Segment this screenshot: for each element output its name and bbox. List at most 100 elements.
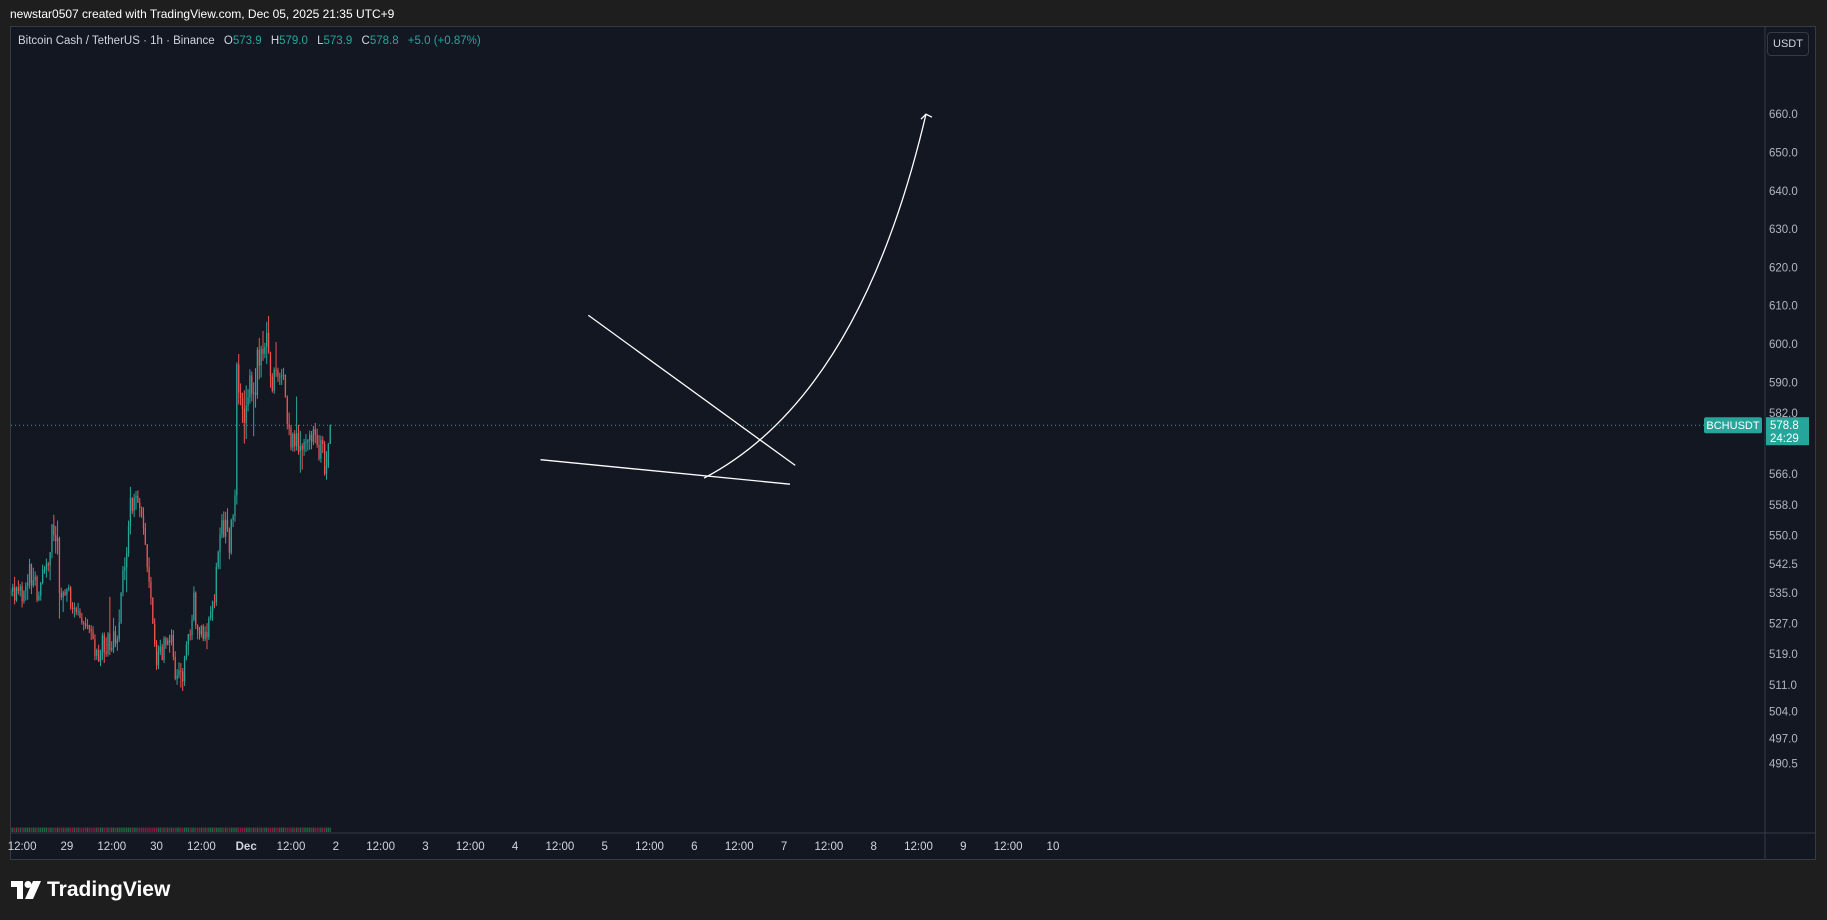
candle-body[interactable] — [79, 611, 81, 618]
candle-body[interactable] — [204, 632, 206, 639]
candle-body[interactable] — [260, 348, 262, 366]
candle-body[interactable] — [34, 576, 36, 581]
candle-body[interactable] — [17, 587, 20, 592]
candle-body[interactable] — [98, 650, 100, 662]
candle-body[interactable] — [307, 440, 309, 443]
candle-body[interactable] — [327, 443, 330, 466]
candle-body[interactable] — [13, 586, 16, 601]
candle-body[interactable] — [167, 640, 169, 645]
candle-body[interactable] — [51, 524, 53, 553]
candle-body[interactable] — [316, 434, 318, 446]
candle-body[interactable] — [206, 632, 208, 638]
plot-area[interactable] — [5, 113, 1763, 832]
candle-body[interactable] — [241, 398, 244, 409]
candle-body[interactable] — [152, 597, 154, 624]
candle-body[interactable] — [86, 625, 89, 627]
candle-body[interactable] — [135, 496, 137, 498]
candle-body[interactable] — [32, 580, 34, 586]
candle-body[interactable] — [25, 585, 27, 592]
candle-body[interactable] — [49, 552, 51, 566]
candle-body[interactable] — [189, 634, 191, 636]
candle-body[interactable] — [64, 591, 66, 595]
candle-body[interactable] — [120, 592, 122, 623]
candle-body[interactable] — [264, 347, 266, 354]
candle-body[interactable] — [228, 528, 231, 553]
candle-body[interactable] — [258, 349, 260, 366]
candle-body[interactable] — [92, 631, 94, 640]
candle-body[interactable] — [127, 525, 130, 554]
candle-body[interactable] — [118, 622, 120, 640]
candle-body[interactable] — [165, 638, 167, 645]
candle-body[interactable] — [213, 602, 216, 604]
candle-body[interactable] — [221, 520, 223, 535]
candle-body[interactable] — [254, 392, 257, 395]
candle-body[interactable] — [172, 635, 175, 657]
candle-body[interactable] — [131, 497, 133, 511]
candle-body[interactable] — [84, 623, 87, 626]
candle-body[interactable] — [238, 364, 240, 393]
candle-body[interactable] — [210, 611, 212, 619]
upper-trendline[interactable] — [587, 314, 796, 466]
candle-body[interactable] — [239, 392, 242, 399]
candle-body[interactable] — [77, 611, 79, 613]
candle-body[interactable] — [294, 434, 296, 447]
tradingview-logo[interactable]: TradingView — [11, 878, 170, 902]
candle-body[interactable] — [112, 631, 115, 649]
candle-body[interactable] — [251, 375, 253, 394]
candle-body[interactable] — [10, 591, 12, 595]
currency-unit-button[interactable]: USDT — [1767, 32, 1809, 56]
candle-body[interactable] — [139, 502, 141, 508]
candle-body[interactable] — [267, 332, 270, 353]
candle-body[interactable] — [161, 646, 163, 660]
candle-body[interactable] — [277, 370, 279, 377]
candle-body[interactable] — [88, 625, 90, 629]
candle-body[interactable] — [310, 434, 313, 443]
candle-body[interactable] — [226, 519, 229, 529]
candle-body[interactable] — [187, 634, 189, 645]
candle-body[interactable] — [83, 622, 85, 624]
candle-body[interactable] — [282, 375, 285, 377]
candle-body[interactable] — [47, 563, 49, 566]
candle-body[interactable] — [124, 567, 126, 571]
candle-body[interactable] — [163, 638, 165, 660]
candle-body[interactable] — [96, 650, 98, 656]
candle-body[interactable] — [142, 515, 145, 528]
candle-body[interactable] — [75, 607, 77, 613]
candle-body[interactable] — [314, 429, 316, 435]
projection-arrow[interactable] — [703, 114, 927, 479]
candle-body[interactable] — [185, 644, 188, 657]
candle-body[interactable] — [232, 515, 234, 520]
candle-body[interactable] — [107, 633, 109, 654]
candle-body[interactable] — [99, 654, 102, 662]
candle-body[interactable] — [58, 538, 61, 593]
candle-body[interactable] — [60, 592, 62, 598]
last-price-tag[interactable]: BCHUSDT 578.824:29 — [1704, 417, 1809, 446]
candle-body[interactable] — [275, 369, 277, 371]
candle-body[interactable] — [215, 566, 217, 603]
candle-body[interactable] — [256, 349, 259, 395]
candle-body[interactable] — [323, 443, 326, 474]
candle-body[interactable] — [290, 428, 292, 448]
candle-body[interactable] — [193, 592, 195, 620]
candle-body[interactable] — [176, 675, 178, 679]
candle-body[interactable] — [41, 569, 44, 583]
candle-body[interactable] — [62, 591, 64, 598]
candle-body[interactable] — [101, 635, 104, 655]
candle-body[interactable] — [38, 595, 40, 601]
candle-body[interactable] — [312, 429, 315, 443]
candle-body[interactable] — [266, 332, 268, 348]
candle-body[interactable] — [126, 553, 128, 568]
lower-trendline[interactable] — [540, 459, 791, 485]
candle-body[interactable] — [103, 635, 105, 653]
candle-body[interactable] — [178, 670, 180, 676]
candle-body[interactable] — [116, 639, 118, 644]
candle-body[interactable] — [281, 375, 283, 377]
candle-body[interactable] — [5, 587, 6, 590]
candle-body[interactable] — [234, 495, 236, 516]
candle-body[interactable] — [168, 640, 171, 643]
candle-body[interactable] — [36, 576, 38, 601]
candle-body[interactable] — [299, 445, 302, 452]
candle-body[interactable] — [19, 586, 21, 592]
candle-body[interactable] — [182, 671, 184, 682]
